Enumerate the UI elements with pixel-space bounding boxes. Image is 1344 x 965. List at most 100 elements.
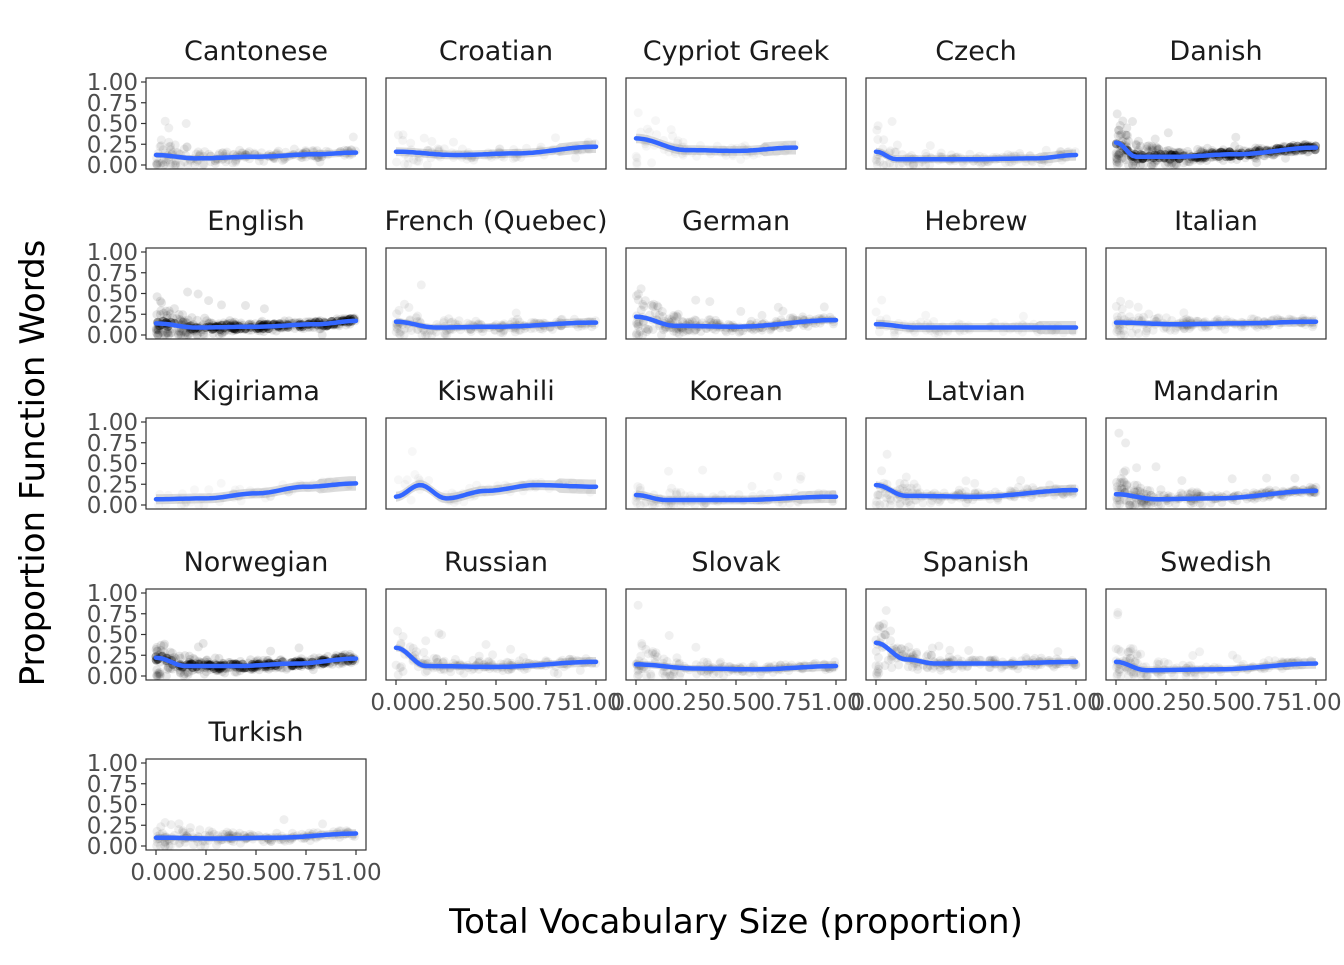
data-point [886, 626, 896, 636]
data-point [635, 483, 645, 493]
data-point [163, 664, 173, 674]
smooth-trend-line [1113, 488, 1319, 502]
data-point [897, 150, 907, 160]
data-point [1141, 328, 1151, 338]
data-point [1151, 462, 1161, 472]
data-point [1262, 473, 1272, 483]
data-point [553, 669, 563, 679]
facet-panel-turkish: Turkish0.000.250.500.751.000.000.250.500… [87, 717, 382, 886]
data-point [200, 147, 210, 157]
y-tick-label: 0.25 [87, 472, 138, 498]
data-point [1156, 485, 1166, 495]
data-point [454, 316, 464, 326]
data-point [903, 662, 913, 672]
data-point [1173, 147, 1183, 157]
data-point [515, 656, 524, 666]
data-point [882, 449, 892, 459]
data-point [1202, 143, 1212, 153]
data-point [757, 310, 767, 320]
data-point [1226, 154, 1236, 164]
data-point [396, 638, 406, 648]
data-point [207, 827, 217, 837]
data-point [652, 301, 662, 311]
data-point [705, 315, 715, 325]
data-point [936, 665, 946, 675]
y-axis: 0.000.250.500.751.00 [87, 410, 146, 519]
data-point [448, 317, 457, 327]
data-point [398, 632, 408, 641]
data-point [1132, 649, 1142, 659]
data-point [1220, 324, 1230, 334]
data-point [662, 657, 672, 666]
data-point [736, 155, 745, 164]
data-point [1115, 495, 1125, 505]
smooth-trend-line [1113, 659, 1319, 673]
data-point [317, 330, 327, 339]
data-point [152, 160, 162, 169]
data-point [641, 497, 651, 507]
data-point [408, 447, 417, 456]
data-point [400, 159, 409, 169]
data-point [1122, 131, 1132, 140]
data-point [440, 328, 449, 338]
data-point [1195, 156, 1205, 166]
data-point [222, 827, 232, 837]
data-point [202, 316, 212, 326]
data-point [253, 655, 263, 665]
data-point [913, 664, 923, 674]
data-point [883, 655, 893, 665]
data-point [1142, 485, 1152, 495]
data-point [669, 311, 679, 320]
data-point [895, 500, 904, 509]
data-point [405, 642, 415, 652]
data-point [152, 826, 162, 836]
data-point [643, 324, 653, 334]
data-point [1134, 328, 1143, 338]
data-point [1147, 160, 1157, 169]
data-point [1121, 130, 1131, 140]
data-point [1112, 160, 1122, 169]
data-point [636, 305, 646, 315]
data-point [702, 657, 712, 667]
data-point [1251, 153, 1261, 163]
data-point [1122, 654, 1132, 664]
data-point [1152, 143, 1162, 153]
y-axis: 0.000.250.500.751.00 [87, 240, 146, 349]
data-point [635, 500, 645, 509]
data-point [711, 315, 721, 325]
data-point [1176, 488, 1186, 498]
x-tick-label: 1.00 [1290, 690, 1341, 716]
data-point [257, 316, 267, 326]
y-tick-label: 1.00 [87, 70, 138, 96]
data-point [647, 648, 657, 658]
data-point [921, 160, 931, 169]
data-point [271, 326, 281, 336]
data-point [1131, 140, 1141, 150]
facet-title: German [682, 206, 790, 237]
smooth-trend-line [153, 318, 359, 330]
data-point [664, 631, 674, 640]
data-point [419, 647, 429, 657]
x-tick-label: 0.75 [1000, 690, 1051, 716]
data-point [873, 653, 883, 662]
data-point [1232, 654, 1242, 664]
y-tick-label: 0.25 [87, 302, 138, 328]
data-point [1136, 160, 1145, 169]
data-point [961, 498, 971, 508]
data-point [204, 485, 213, 494]
data-point [719, 670, 729, 680]
data-point [672, 490, 682, 500]
data-point [1234, 144, 1244, 154]
data-point [318, 819, 328, 829]
data-point [886, 636, 895, 646]
data-point [1166, 159, 1176, 169]
data-point [1113, 610, 1123, 620]
data-point [1114, 149, 1124, 159]
smooth-trend-line [393, 144, 599, 158]
facet-title: Norwegian [184, 547, 329, 578]
data-point [651, 648, 661, 658]
data-point [1112, 482, 1122, 492]
data-point [167, 648, 177, 658]
y-axis: 0.000.250.500.751.00 [87, 70, 146, 179]
data-point [902, 483, 912, 493]
